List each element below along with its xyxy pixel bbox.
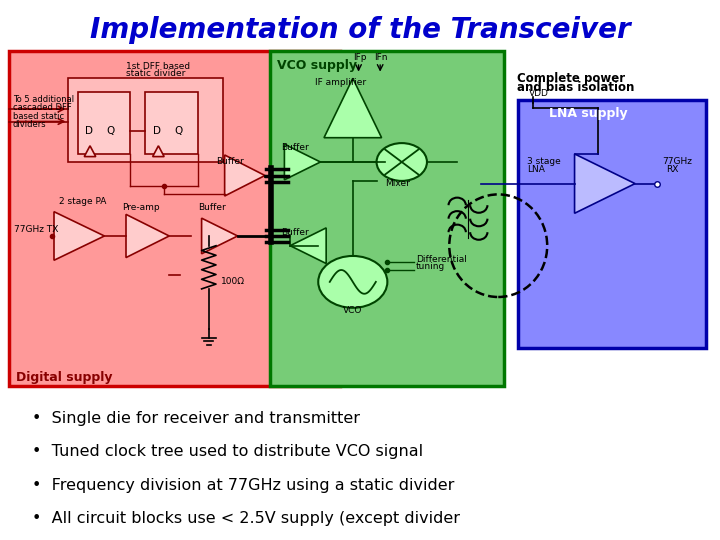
Text: IFn: IFn: [374, 53, 388, 62]
Text: 77GHz: 77GHz: [662, 158, 693, 166]
Text: Implementation of the Transceiver: Implementation of the Transceiver: [90, 16, 630, 44]
Text: VDD: VDD: [529, 89, 549, 98]
Text: 77GHz TX: 77GHz TX: [14, 225, 59, 234]
Text: LNA supply: LNA supply: [549, 107, 628, 120]
Polygon shape: [225, 155, 265, 196]
Bar: [145, 92, 198, 154]
Text: 100Ω: 100Ω: [221, 278, 245, 286]
Polygon shape: [284, 144, 320, 180]
Text: and bias isolation: and bias isolation: [517, 81, 634, 94]
Text: Differential: Differential: [416, 255, 467, 264]
Bar: [9, 51, 340, 386]
Text: Mixer: Mixer: [385, 179, 410, 188]
Text: •  Frequency division at 77GHz using a static divider: • Frequency division at 77GHz using a st…: [32, 478, 455, 493]
Polygon shape: [153, 146, 164, 157]
Text: •  Single die for receiver and transmitter: • Single die for receiver and transmitte…: [32, 411, 361, 426]
Polygon shape: [324, 78, 382, 138]
Text: Digital supply: Digital supply: [16, 372, 112, 384]
Bar: [518, 100, 706, 348]
Text: 1st DFF based: 1st DFF based: [126, 62, 190, 71]
Polygon shape: [290, 228, 326, 264]
Bar: [68, 78, 223, 162]
Polygon shape: [84, 146, 96, 157]
Text: 2 stage PA: 2 stage PA: [59, 198, 107, 206]
Text: LNA: LNA: [527, 165, 545, 174]
Text: Q: Q: [174, 126, 182, 136]
Text: cascaded DFF: cascaded DFF: [13, 104, 72, 112]
Text: tuning: tuning: [416, 262, 446, 271]
Circle shape: [318, 256, 387, 308]
Text: Buffer: Buffer: [281, 144, 309, 152]
Text: static divider: static divider: [126, 70, 185, 78]
Text: Buffer: Buffer: [216, 158, 244, 166]
Polygon shape: [202, 218, 238, 254]
Text: IFp: IFp: [353, 53, 366, 62]
Text: Buffer: Buffer: [281, 228, 309, 237]
Text: Complete power: Complete power: [517, 72, 625, 85]
Text: Buffer: Buffer: [198, 203, 226, 212]
Text: D: D: [85, 126, 93, 136]
Text: To 5 additional: To 5 additional: [13, 96, 74, 104]
Text: VCO: VCO: [343, 306, 362, 315]
Text: based static: based static: [13, 112, 64, 120]
Polygon shape: [54, 212, 104, 260]
Text: •  All circuit blocks use < 2.5V supply (except divider: • All circuit blocks use < 2.5V supply (…: [32, 511, 460, 526]
Circle shape: [377, 143, 427, 181]
Text: Q: Q: [107, 126, 114, 136]
Polygon shape: [575, 154, 635, 213]
Polygon shape: [126, 214, 169, 258]
Text: RX: RX: [666, 165, 678, 174]
Text: 3 stage: 3 stage: [527, 158, 561, 166]
Text: •  Tuned clock tree used to distribute VCO signal: • Tuned clock tree used to distribute VC…: [32, 444, 423, 460]
Text: dividers: dividers: [13, 120, 47, 129]
Text: IF amplifier: IF amplifier: [315, 78, 366, 86]
Text: VCO supply: VCO supply: [277, 59, 357, 72]
Bar: [78, 92, 130, 154]
Bar: [270, 51, 504, 386]
Text: D: D: [153, 126, 161, 136]
Text: Pre-amp: Pre-amp: [122, 203, 160, 212]
